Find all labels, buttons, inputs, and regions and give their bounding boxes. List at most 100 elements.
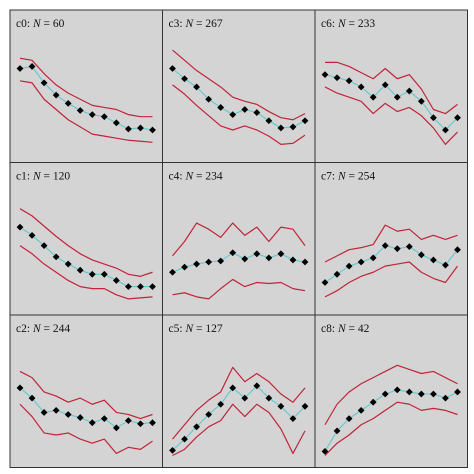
mean-point bbox=[16, 65, 24, 72]
mean-point bbox=[289, 415, 297, 422]
panel-frame bbox=[314, 314, 468, 468]
mean-point bbox=[229, 384, 237, 392]
mean-point bbox=[149, 126, 156, 134]
panel-title: c7: N = 254 bbox=[321, 171, 375, 183]
mean-point bbox=[430, 256, 437, 264]
mean-point bbox=[64, 260, 72, 268]
panel-title-prefix: c8: bbox=[321, 323, 338, 335]
mean-point bbox=[265, 394, 273, 402]
series-line-upper bbox=[19, 370, 153, 420]
mean-point bbox=[241, 394, 249, 402]
mean-point bbox=[333, 74, 341, 82]
panel-grid: c0: N = 60 c3: N = 267 c6: N = 233 c1: N = … bbox=[9, 9, 468, 468]
panel-title: c6: N = 233 bbox=[321, 18, 375, 30]
series-line-lower bbox=[172, 403, 306, 457]
panel-title-prefix: c7: bbox=[321, 171, 338, 183]
mean-point bbox=[357, 258, 365, 266]
panel-c4: c4: N = 234 bbox=[162, 162, 316, 316]
mean-point bbox=[193, 423, 200, 431]
mean-point bbox=[125, 125, 132, 133]
mean-point bbox=[28, 63, 36, 70]
series-line-upper bbox=[19, 208, 153, 277]
mean-point bbox=[205, 258, 213, 266]
mean-point bbox=[40, 409, 48, 416]
mean-point bbox=[76, 107, 84, 114]
mean-point bbox=[100, 415, 108, 422]
mean-point bbox=[64, 411, 72, 418]
mean-point bbox=[454, 114, 461, 122]
mean-point bbox=[205, 95, 213, 103]
series-line-upper bbox=[19, 57, 153, 118]
panel-title: c5: N = 127 bbox=[169, 323, 223, 335]
mean-point bbox=[28, 394, 36, 402]
panel-title-n: N bbox=[32, 18, 42, 30]
panel-title-n: N bbox=[184, 171, 194, 183]
mean-point bbox=[229, 111, 237, 119]
mean-point bbox=[169, 268, 176, 276]
mean-point bbox=[333, 427, 341, 435]
mean-point bbox=[333, 270, 341, 278]
mean-point bbox=[357, 407, 365, 414]
mean-point bbox=[64, 99, 72, 107]
mean-point bbox=[193, 260, 200, 268]
mean-point bbox=[149, 283, 156, 290]
series-line-lower bbox=[324, 86, 458, 145]
mean-point bbox=[277, 124, 285, 132]
mean-point bbox=[253, 382, 261, 390]
panel-c1: c1: N = 120 bbox=[9, 162, 163, 316]
panel-title: c1: N = 120 bbox=[16, 171, 70, 183]
mean-point bbox=[52, 407, 60, 414]
mean-point bbox=[253, 250, 261, 258]
panel-title-n: N bbox=[32, 323, 42, 335]
panel-title-prefix: c2: bbox=[16, 323, 33, 335]
mean-point bbox=[16, 384, 24, 392]
panel-title-prefix: c6: bbox=[321, 18, 338, 30]
mean-point bbox=[393, 245, 401, 253]
series-line-lower bbox=[324, 261, 458, 298]
panel-title-prefix: c4: bbox=[169, 171, 186, 183]
panel-title-count: = 42 bbox=[346, 323, 370, 335]
mean-point bbox=[369, 93, 377, 101]
panel-title: c3: N = 267 bbox=[169, 18, 223, 30]
series-line-upper bbox=[172, 222, 306, 257]
panel-frame bbox=[9, 162, 163, 316]
mean-point bbox=[217, 400, 225, 408]
mean-point bbox=[369, 254, 377, 262]
mean-point bbox=[454, 246, 461, 254]
series-line-lower bbox=[172, 84, 306, 145]
panel-title-count: = 244 bbox=[41, 323, 71, 335]
panel-c5: c5: N = 127 bbox=[162, 314, 316, 468]
series-line-lower bbox=[19, 245, 153, 300]
mean-point bbox=[76, 414, 84, 421]
series-line-lower bbox=[19, 80, 153, 143]
mean-point bbox=[265, 254, 273, 262]
mean-point bbox=[381, 242, 389, 249]
panel-title-prefix: c3: bbox=[169, 18, 186, 30]
panel-c0: c0: N = 60 bbox=[9, 9, 163, 163]
mean-point bbox=[277, 250, 285, 258]
series-line-upper bbox=[172, 366, 306, 440]
mean-point bbox=[277, 402, 285, 410]
mean-point bbox=[381, 390, 389, 398]
panel-title-count: = 60 bbox=[41, 18, 65, 30]
mean-point bbox=[88, 111, 96, 119]
mean-point bbox=[430, 390, 437, 398]
mean-point bbox=[137, 124, 144, 132]
mean-point bbox=[125, 417, 132, 425]
mean-point bbox=[405, 388, 413, 396]
mean-point bbox=[241, 255, 249, 263]
panel-title-n: N bbox=[32, 171, 42, 183]
panel-title-n: N bbox=[184, 18, 194, 30]
mean-point bbox=[217, 257, 225, 265]
mean-point bbox=[321, 279, 329, 286]
mean-point bbox=[442, 394, 449, 402]
mean-point bbox=[193, 83, 200, 91]
panel-title-prefix: c5: bbox=[169, 323, 186, 335]
panel-title-n: N bbox=[337, 18, 347, 30]
mean-point bbox=[417, 97, 425, 105]
series-line-upper bbox=[172, 49, 306, 121]
panel-title-count: = 233 bbox=[346, 18, 376, 30]
mean-point bbox=[40, 79, 48, 87]
mean-point bbox=[393, 93, 401, 101]
